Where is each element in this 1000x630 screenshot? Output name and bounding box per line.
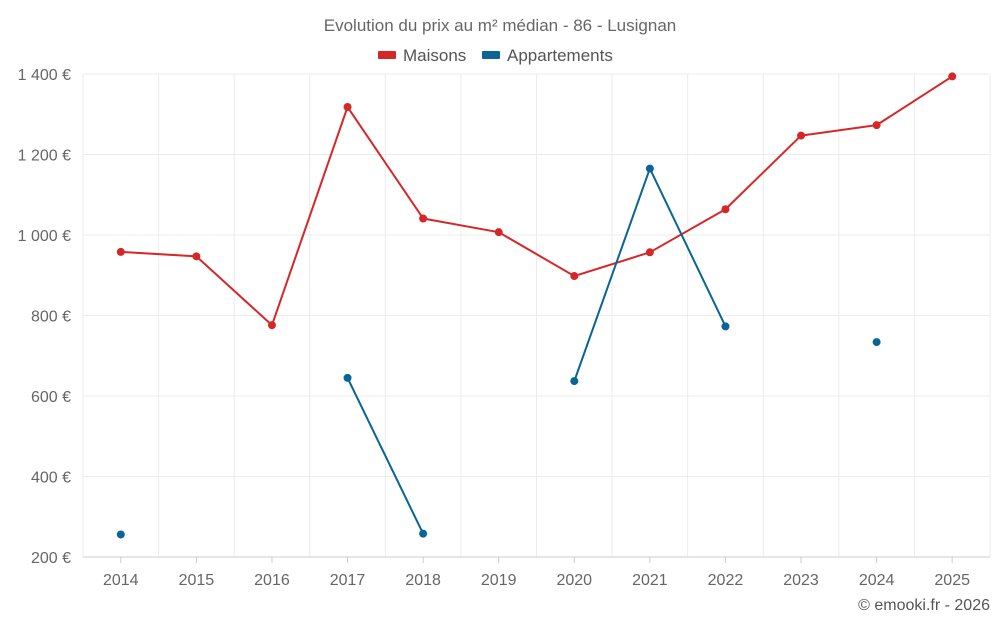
series-line-appartements bbox=[346, 377, 425, 535]
axes: 200 € 400 € 600 € 800 € 1 000 € 1 200 € 1 400 … bbox=[18, 67, 990, 589]
y-tick-label: 1 400 € bbox=[18, 67, 71, 84]
series-line-maisons bbox=[120, 75, 953, 327]
credit-text[interactable]: © emooki.fr - 2026 bbox=[858, 597, 990, 614]
x-tick-label: 2022 bbox=[708, 572, 744, 589]
x-tick-label: 2014 bbox=[103, 572, 139, 589]
data-point-appartements: Appartements 2018: 258 € bbox=[419, 529, 428, 538]
x-tick-label: 2020 bbox=[556, 572, 592, 589]
series-line-appartements bbox=[573, 167, 727, 382]
data-point-maisons: Maisons 2015: 947 € bbox=[192, 252, 201, 261]
data-point-maisons: Maisons 2022: 1064 € bbox=[721, 205, 730, 214]
legend-item-appartements[interactable]: Appartements bbox=[482, 46, 613, 65]
x-tick-label: 2025 bbox=[934, 572, 970, 589]
y-tick-label: 1 200 € bbox=[18, 148, 71, 165]
data-point-appartements: Appartements 2024: 734 € bbox=[872, 338, 881, 347]
legend-swatch-appartements bbox=[482, 51, 500, 59]
legend-label: Appartements bbox=[507, 46, 613, 65]
y-tick-label: 600 € bbox=[31, 389, 71, 406]
data-point-maisons: Maisons 2021: 957 € bbox=[645, 248, 654, 257]
x-tick-label: 2018 bbox=[405, 572, 441, 589]
y-tick-label: 1 000 € bbox=[18, 228, 71, 245]
x-tick-label: 2019 bbox=[481, 572, 517, 589]
data-point-maisons: Maisons 2019: 1007 € bbox=[494, 228, 503, 237]
legend-item-maisons[interactable]: Maisons bbox=[378, 46, 466, 65]
legend-label: Maisons bbox=[403, 46, 466, 65]
series-group: Maisons 2014: 958 € Maisons 2015: 947 € Ma… bbox=[116, 72, 957, 539]
data-point-maisons: Maisons 2014: 958 € bbox=[116, 247, 125, 256]
data-point-appartements: Appartements 2021: 1165 € bbox=[645, 164, 654, 173]
data-point-appartements: Appartements 2022: 773 € bbox=[721, 322, 730, 331]
x-tick-label: 2023 bbox=[783, 572, 819, 589]
y-tick-label: 800 € bbox=[31, 309, 71, 326]
data-point-appartements: Appartements 2020: 637 € bbox=[570, 377, 579, 386]
data-point-maisons: Maisons 2017: 1318 € bbox=[343, 103, 352, 112]
data-point-maisons: Maisons 2025: 1394 € bbox=[948, 72, 957, 81]
grid-lines bbox=[82, 73, 991, 557]
data-point-maisons: Maisons 2023: 1247 € bbox=[797, 131, 806, 140]
legend[interactable]: Maisons Appartements bbox=[378, 46, 613, 65]
y-tick-label: 200 € bbox=[31, 550, 71, 567]
y-tick-label: 400 € bbox=[31, 470, 71, 487]
x-tick-label: 2021 bbox=[632, 572, 668, 589]
chart-title: Evolution du prix au m² médian - 86 - Lu… bbox=[324, 16, 676, 35]
data-point-maisons: Maisons 2024: 1273 € bbox=[872, 121, 881, 130]
x-tick-label: 2015 bbox=[179, 572, 215, 589]
data-point-appartements: Appartements 2014: 256 € bbox=[116, 530, 125, 539]
x-tick-label: 2024 bbox=[859, 572, 895, 589]
data-point-maisons: Maisons 2018: 1041 € bbox=[419, 214, 428, 223]
data-point-maisons: Maisons 2020: 898 € bbox=[570, 272, 579, 281]
data-point-maisons: Maisons 2016: 776 € bbox=[267, 321, 276, 330]
x-tick-label: 2017 bbox=[330, 572, 366, 589]
legend-swatch-maisons bbox=[378, 51, 396, 59]
x-tick-label: 2016 bbox=[254, 572, 290, 589]
data-point-appartements: Appartements 2017: 645 € bbox=[343, 373, 352, 382]
